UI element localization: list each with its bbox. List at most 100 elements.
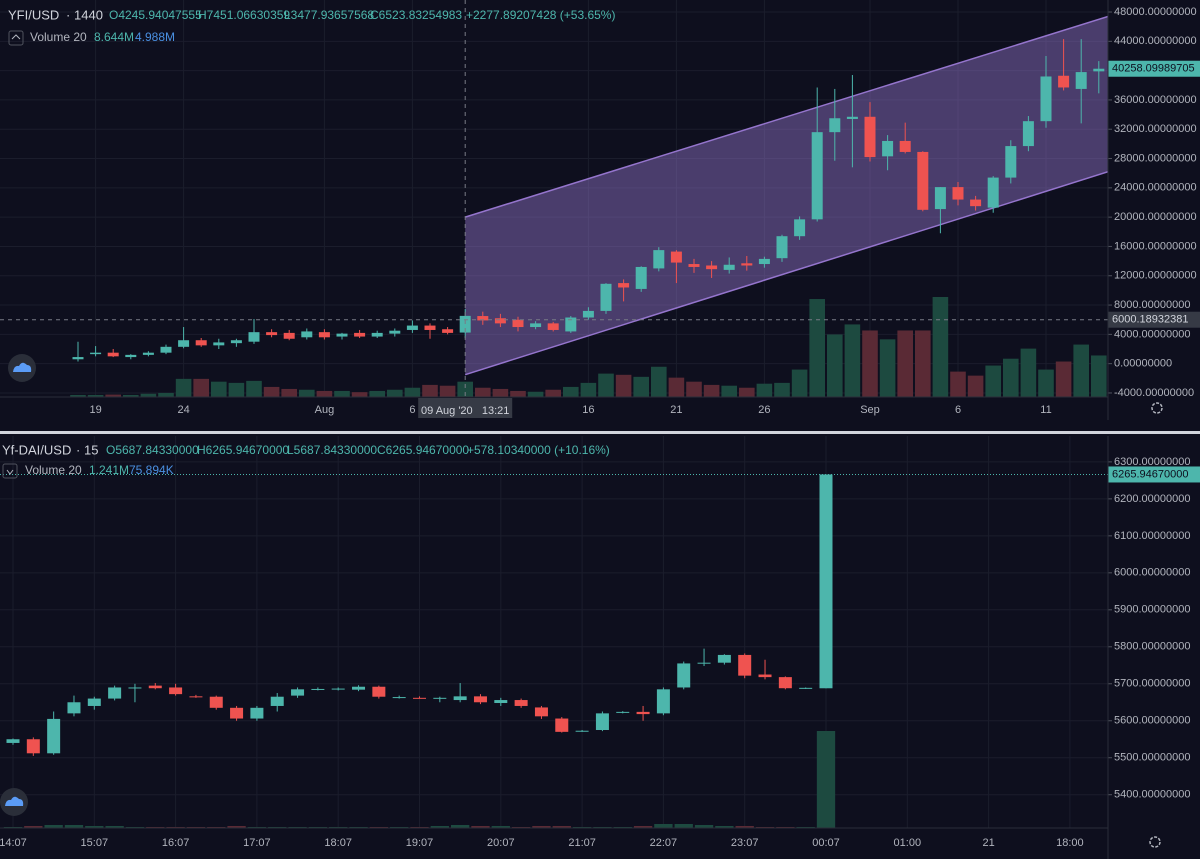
- x-tick-label: 6: [409, 404, 415, 416]
- volume-bar: [816, 731, 836, 828]
- pane: 48000.0000000044000.0000000040000.000000…: [0, 0, 1200, 418]
- volume-bar: [545, 389, 561, 397]
- volume-bar: [44, 825, 63, 828]
- candle-body: [160, 346, 172, 353]
- toggle-chevron: [6, 469, 14, 475]
- candle-body: [670, 251, 682, 263]
- y-tick-label: 6100.00000000: [1114, 530, 1190, 542]
- candle-body: [318, 332, 330, 338]
- channel-lower: [464, 171, 1108, 376]
- candle-body: [582, 310, 594, 318]
- volume-bar: [633, 826, 653, 828]
- candle-body: [794, 219, 806, 237]
- volume-bar: [1073, 344, 1089, 397]
- settings-icon[interactable]: [1149, 836, 1161, 848]
- volume-bar: [422, 384, 438, 397]
- y-tick-label: 6300.00000000: [1114, 456, 1190, 468]
- volume-ma: 1.241M: [89, 463, 129, 477]
- candle-body: [530, 323, 542, 328]
- volume-bar: [334, 390, 350, 397]
- legend-toggle[interactable]: [8, 30, 24, 46]
- candle-body: [424, 325, 436, 330]
- candle-body: [776, 236, 788, 259]
- x-tick-label: 26: [758, 404, 770, 416]
- logo-cloud: [13, 362, 32, 372]
- candle-body: [534, 707, 548, 717]
- candle-body: [1058, 75, 1070, 88]
- volume-bar: [281, 388, 297, 397]
- candle-body: [107, 352, 119, 357]
- interval[interactable]: 1440: [74, 7, 103, 22]
- symbol[interactable]: Yf-DAI/USD: [2, 442, 71, 457]
- candle-body: [266, 332, 278, 336]
- volume-bar: [580, 382, 597, 397]
- last-price-box: [1108, 466, 1200, 483]
- x-tick-label: 24: [177, 404, 189, 416]
- legend-toggle[interactable]: [2, 463, 18, 479]
- candle-body: [565, 317, 577, 332]
- candle-body: [189, 696, 203, 698]
- candle-body: [934, 187, 946, 210]
- candle-body: [195, 340, 207, 346]
- volume-bar: [228, 382, 245, 397]
- candle-body: [688, 264, 700, 267]
- volume-bar: [491, 826, 510, 828]
- last-price-box: [1108, 60, 1200, 77]
- candle-body: [656, 689, 670, 714]
- volume-bar: [915, 330, 931, 397]
- candle-body: [311, 688, 325, 690]
- candle-body: [899, 140, 911, 152]
- volume-bar: [140, 393, 157, 397]
- candle-body: [291, 689, 305, 696]
- candle-body: [250, 707, 264, 719]
- volume-bar: [246, 380, 262, 397]
- volume-bar: [158, 392, 174, 397]
- crosshair-time-label: 09 Aug '20 13:21: [421, 405, 509, 417]
- candle-body: [819, 474, 833, 689]
- volume-bar: [492, 388, 509, 397]
- candle-body: [72, 357, 84, 360]
- volume-bar: [299, 389, 315, 397]
- candle-body: [829, 118, 841, 133]
- ohlc-open: O4245.94047555: [109, 8, 202, 22]
- interval[interactable]: 15: [84, 442, 98, 457]
- candle-body: [952, 187, 964, 200]
- volume-bar: [827, 334, 843, 397]
- volume-bar: [844, 324, 861, 397]
- candle-body: [811, 132, 823, 220]
- pane-divider[interactable]: [0, 431, 1200, 434]
- candle-body: [618, 283, 630, 288]
- y-tick-label: 0.00000000: [1114, 358, 1172, 370]
- volume-bar: [739, 387, 755, 397]
- volume-bar: [87, 394, 104, 397]
- volume-bar: [791, 369, 808, 397]
- volume-bar: [1091, 355, 1107, 397]
- candle-body: [178, 340, 190, 347]
- x-tick-label: 18:07: [324, 837, 352, 849]
- candle-body: [717, 654, 731, 663]
- y-tick-label: 4000.00000000: [1114, 328, 1190, 340]
- volume-bar: [404, 387, 421, 397]
- candle-body: [514, 700, 528, 706]
- y-tick-label: 5700.00000000: [1114, 678, 1190, 690]
- x-tick-label: Aug: [315, 404, 335, 416]
- settings-icon[interactable]: [1151, 402, 1163, 414]
- plot: [0, 436, 1108, 828]
- candle-body: [433, 697, 447, 699]
- candle-body: [230, 340, 242, 344]
- channel-upper: [464, 15, 1108, 218]
- volume-bar: [703, 384, 720, 397]
- candle-body: [494, 700, 508, 704]
- candle-body: [270, 696, 284, 706]
- candle-body: [473, 696, 487, 703]
- volume-bar: [932, 297, 949, 397]
- symbol[interactable]: YFI/USD: [8, 7, 59, 22]
- candle-body: [148, 685, 162, 689]
- volume-bar: [879, 339, 896, 397]
- volume-bar: [532, 826, 551, 828]
- candle-body: [970, 199, 982, 207]
- x-tick-label: 14:07: [0, 837, 27, 849]
- x-tick-label: 18:00: [1056, 837, 1084, 849]
- y-tick-label: 8000.00000000: [1114, 299, 1190, 311]
